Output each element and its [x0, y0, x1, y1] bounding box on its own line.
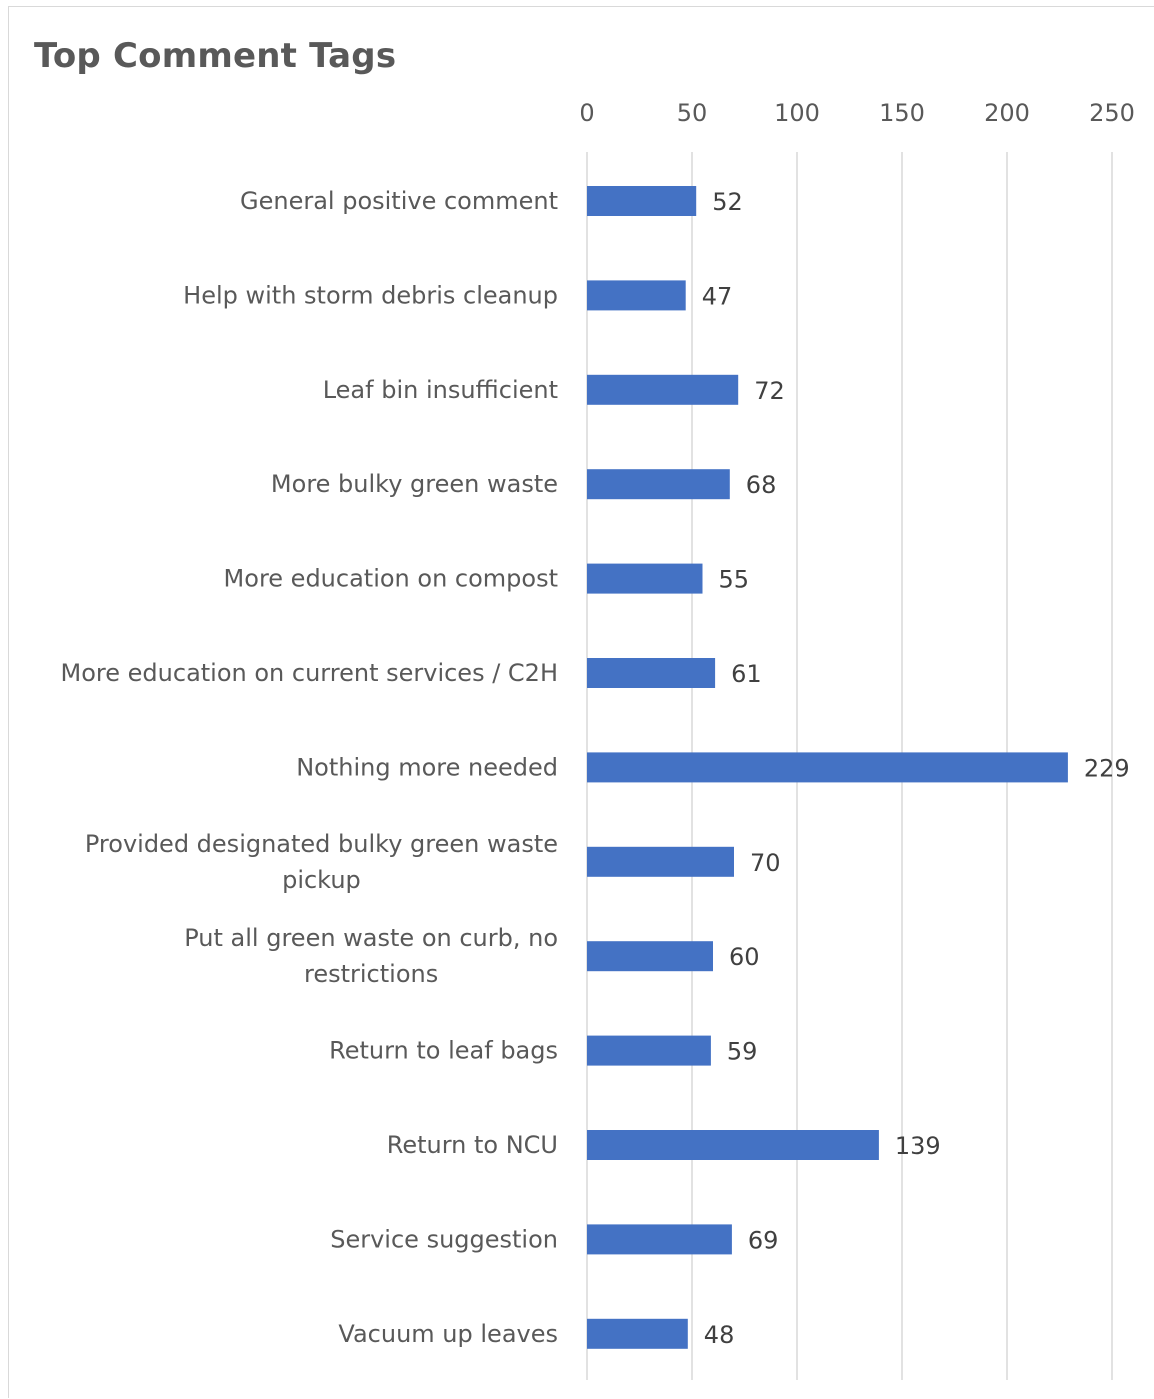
x-tick-label: 50: [677, 99, 708, 127]
data-label: 52: [712, 188, 743, 216]
bar: [587, 280, 686, 311]
x-tick-label: 0: [579, 99, 594, 127]
data-label: 70: [750, 849, 781, 877]
category-label: More education on compost: [224, 565, 558, 593]
bar: [587, 846, 734, 877]
bar: [587, 941, 713, 972]
bar: [587, 1318, 688, 1349]
category-label: Provided designated bulky green waste pic…: [85, 830, 558, 894]
data-label: 68: [746, 471, 777, 499]
chart-frame: [8, 6, 1154, 1398]
data-label: 47: [702, 282, 733, 310]
data-label: 59: [727, 1038, 758, 1066]
category-label: General positive comment: [240, 187, 558, 215]
category-label: Help with storm debris cleanup: [183, 281, 558, 309]
data-label: 48: [704, 1321, 735, 1349]
bar: [587, 186, 697, 216]
bar: [587, 469, 730, 500]
data-label: 229: [1084, 754, 1130, 782]
data-label: 60: [729, 943, 760, 971]
x-tick-label: 100: [774, 99, 820, 127]
data-label: 61: [731, 660, 762, 688]
bar: [587, 752, 1068, 783]
category-label: More education on current services / C2H: [61, 659, 558, 687]
category-label: Leaf bin insufficient: [323, 376, 558, 404]
bar: [587, 563, 703, 594]
bar: [587, 1035, 711, 1066]
x-tick-label: 250: [1089, 99, 1135, 127]
data-label: 139: [895, 1132, 941, 1160]
x-tick-label: 200: [984, 99, 1030, 127]
bar: [587, 1130, 879, 1160]
data-label: 72: [754, 377, 785, 405]
data-label: 55: [719, 566, 750, 594]
x-tick-label: 150: [879, 99, 925, 127]
category-label: Nothing more needed: [296, 753, 558, 781]
chart-title: Top Comment Tags: [34, 36, 397, 76]
bar: [587, 1224, 732, 1255]
data-labels: 52 47 72 68 55 61 229 70 60 59 139 69 48: [702, 188, 1130, 1349]
category-label: Return to leaf bags: [329, 1037, 558, 1065]
category-label: Return to NCU: [387, 1131, 558, 1159]
category-label: Put all green waste on curb, no restricti…: [184, 924, 558, 988]
x-axis-ticks: 0 50 100 150 200 250: [579, 99, 1135, 127]
category-label: More bulky green waste: [271, 470, 558, 498]
category-labels: General positive comment Help with storm …: [61, 187, 558, 1348]
category-label: Vacuum up leaves: [338, 1320, 558, 1348]
data-label: 69: [748, 1226, 779, 1254]
bar: [587, 374, 739, 405]
category-label: Service suggestion: [330, 1225, 558, 1253]
bar: [587, 658, 716, 688]
bars: [587, 186, 1068, 1349]
